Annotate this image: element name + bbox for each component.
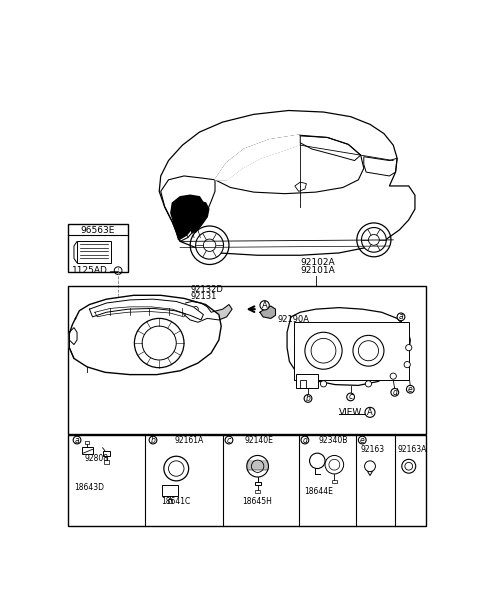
Circle shape [390, 373, 396, 379]
Polygon shape [190, 202, 209, 232]
Circle shape [73, 436, 81, 444]
Text: b: b [306, 394, 311, 403]
Text: c: c [227, 436, 231, 445]
Circle shape [164, 456, 189, 481]
Circle shape [301, 436, 309, 444]
Text: 92101A: 92101A [300, 266, 335, 275]
Bar [296, 374, 318, 388]
Text: 1125AD: 1125AD [72, 266, 108, 275]
Circle shape [407, 385, 414, 393]
Polygon shape [182, 301, 232, 322]
Polygon shape [89, 299, 204, 320]
Bar [300, 380, 306, 388]
Bar [162, 485, 178, 496]
Bar [254, 482, 261, 485]
Text: 96563E: 96563E [81, 226, 115, 235]
Bar [85, 441, 89, 444]
Circle shape [365, 381, 372, 387]
Bar [103, 451, 110, 456]
Bar [168, 499, 172, 503]
Bar [294, 322, 409, 380]
Text: A: A [262, 301, 267, 310]
Text: A: A [367, 408, 373, 417]
Circle shape [196, 232, 224, 259]
Circle shape [310, 453, 325, 469]
Circle shape [404, 362, 410, 368]
Circle shape [304, 395, 312, 403]
Text: e: e [408, 385, 413, 394]
Circle shape [365, 461, 375, 472]
Bar [68, 286, 426, 434]
Circle shape [225, 436, 233, 444]
Text: VIEW: VIEW [339, 408, 362, 417]
Polygon shape [287, 308, 410, 385]
Circle shape [193, 307, 198, 312]
Polygon shape [215, 135, 299, 180]
Text: 18643D: 18643D [74, 484, 104, 492]
Bar [332, 480, 336, 483]
Text: d: d [302, 436, 307, 445]
Circle shape [359, 436, 366, 444]
Circle shape [402, 460, 416, 473]
Circle shape [247, 455, 268, 477]
Polygon shape [171, 195, 204, 240]
Text: a: a [75, 436, 79, 445]
Circle shape [365, 407, 375, 418]
Text: 92102A: 92102A [300, 259, 335, 268]
Circle shape [361, 227, 386, 252]
Circle shape [391, 388, 399, 396]
Bar [82, 447, 93, 454]
Circle shape [305, 332, 342, 369]
Text: 92340B: 92340B [318, 436, 348, 445]
Text: d: d [392, 388, 397, 397]
Bar [255, 490, 260, 493]
Circle shape [406, 344, 412, 351]
Text: 18644E: 18644E [304, 487, 333, 496]
Text: 92131: 92131 [190, 292, 216, 301]
Bar [77, 241, 111, 263]
Text: e: e [360, 436, 365, 445]
Circle shape [353, 335, 384, 366]
Polygon shape [69, 295, 221, 374]
Bar [68, 436, 426, 526]
Text: a: a [399, 313, 403, 322]
Circle shape [397, 313, 405, 321]
Bar [68, 224, 128, 272]
Circle shape [325, 455, 344, 474]
Text: 18641C: 18641C [161, 497, 190, 506]
Text: 92190A: 92190A [277, 316, 309, 325]
Circle shape [321, 381, 326, 387]
Text: 92132D: 92132D [190, 286, 223, 295]
Text: 92808: 92808 [85, 454, 109, 463]
Polygon shape [260, 306, 276, 319]
Text: 92161A: 92161A [175, 436, 204, 445]
Circle shape [347, 393, 355, 401]
Circle shape [149, 436, 157, 444]
Text: 18645H: 18645H [242, 497, 272, 506]
Text: c: c [348, 392, 353, 401]
Text: 92163: 92163 [360, 445, 385, 454]
Circle shape [134, 319, 184, 368]
Text: 92163A: 92163A [397, 445, 427, 454]
Text: 92140E: 92140E [244, 436, 273, 445]
Text: b: b [151, 436, 156, 445]
Circle shape [260, 301, 269, 310]
Bar [104, 460, 109, 464]
